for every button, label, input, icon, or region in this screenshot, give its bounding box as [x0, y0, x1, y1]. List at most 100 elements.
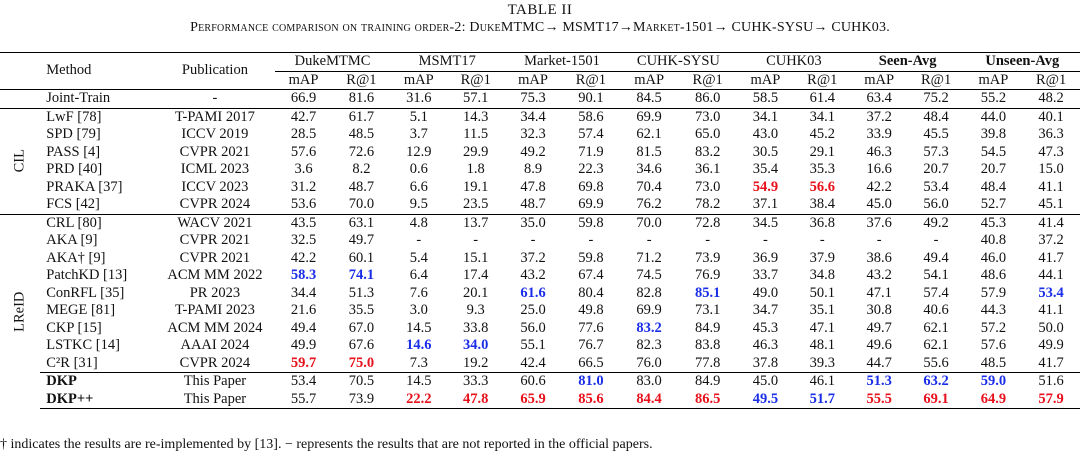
value-cell: 48.6 — [980, 267, 1007, 283]
value-cell: 35.0 — [504, 213, 562, 232]
value-cell: 43.2 — [866, 267, 892, 283]
method-cell: PRAKA [37] — [46, 178, 123, 195]
value-cell: 90.1 — [561, 89, 620, 108]
value-cell: 82.8 — [636, 284, 662, 301]
header-metric: R@1 — [692, 71, 723, 88]
value-cell: 41.7 — [1038, 249, 1064, 266]
value-cell: 45.3 — [752, 319, 779, 336]
value-cell: 72.6 — [348, 143, 375, 160]
publication-cell: ACM MM 2024 — [167, 319, 263, 336]
value-cell: 47.8 — [520, 178, 546, 195]
publication-cell: ICML 2023 — [180, 161, 250, 177]
value-cell: 48.5 — [980, 354, 1007, 371]
value-cell: 49.6 — [866, 337, 892, 353]
header-metric: R@1 — [920, 71, 952, 88]
value-cell: 15.0 — [1038, 161, 1064, 177]
value-cell: 6.6 — [409, 178, 428, 195]
value-cell: 40.6 — [923, 302, 949, 318]
table-row: CIL LwF [78] T-PAMI 2017 42.7 61.7 5.1 14.3 34.… — [0, 107, 1080, 214]
value-cell: 57.3 — [923, 143, 949, 160]
table-row: CKP [15] ACM MM 2024 49.4 67.0 14.5 33.8 56.0 7… — [0, 320, 1080, 338]
value-cell: 57.4 — [923, 284, 949, 301]
value-cell: 59.8 — [578, 249, 604, 266]
value-cell: 17.4 — [463, 267, 489, 283]
value-cell: 51.3 — [850, 372, 908, 391]
value-cell: 37.9 — [809, 249, 835, 266]
value-cell: 34.7 — [752, 302, 779, 318]
value-cell: 55.5 — [850, 390, 908, 409]
value-cell: 37.2 — [850, 107, 908, 126]
value-cell: 70.5 — [332, 372, 391, 391]
value-cell: 61.7 — [332, 107, 391, 126]
method-cell: FCS [42] — [46, 196, 100, 212]
value-cell: 20.7 — [923, 161, 949, 177]
value-cell: 77.8 — [694, 354, 721, 371]
value-cell: 84.4 — [619, 390, 679, 409]
value-cell: 56.6 — [809, 178, 835, 195]
value-cell: 57.6 — [980, 337, 1007, 353]
value-cell: 78.2 — [694, 196, 721, 212]
value-cell: 11.5 — [463, 126, 489, 142]
value-cell: 1.8 — [466, 161, 485, 177]
publication-cell: ICCV 2023 — [181, 178, 249, 195]
table-row: PatchKD [13] ACM MM 2022 58.3 74.1 6.4 17.4 43… — [0, 267, 1080, 285]
value-cell: 57.9 — [1022, 390, 1080, 409]
value-cell: - — [530, 232, 536, 248]
header-metric: mAP — [518, 71, 548, 88]
value-cell: 70.0 — [619, 213, 679, 232]
value-cell: 67.6 — [348, 337, 375, 353]
value-cell: 47.8 — [447, 390, 505, 409]
value-cell: 5.1 — [390, 107, 448, 126]
value-cell: 53.4 — [274, 372, 333, 391]
value-cell: 35.1 — [809, 302, 835, 318]
value-cell: 46.3 — [752, 337, 779, 353]
method-cell: LwF [78] — [40, 107, 156, 126]
value-cell: 74.5 — [636, 267, 662, 283]
value-cell: 37.2 — [1038, 232, 1064, 248]
value-cell: 67.4 — [578, 267, 604, 283]
metric-header-row: mAP R@1 mAP R@1 mAP R@1 mAP R@1 mAP R@1 mAP R@1 mAP R… — [0, 71, 1080, 90]
header-dataset: DukeMTMC — [274, 52, 391, 72]
value-cell: 58.6 — [561, 107, 620, 126]
value-cell: 6.4 — [409, 267, 428, 283]
value-cell: 44.0 — [964, 107, 1023, 126]
value-cell: 83.2 — [636, 319, 662, 336]
value-cell: 49.9 — [290, 337, 317, 353]
value-cell: 70.0 — [348, 196, 375, 212]
value-cell: 42.2 — [290, 249, 317, 266]
value-cell: 19.2 — [463, 354, 489, 371]
value-cell: 55.2 — [964, 89, 1023, 108]
publication-cell: ICCV 2019 — [181, 126, 249, 142]
value-cell: 56.0 — [923, 196, 949, 212]
value-cell: 33.3 — [447, 372, 505, 391]
value-cell: 41.1 — [1038, 178, 1064, 195]
value-cell: 62.1 — [923, 319, 949, 336]
value-cell: 62.1 — [923, 337, 949, 353]
header-metric: R@1 — [807, 71, 838, 88]
value-cell: 15.1 — [463, 249, 489, 266]
value-cell: 48.7 — [348, 178, 375, 195]
value-cell: 28.5 — [290, 126, 317, 142]
value-cell: 86.5 — [678, 390, 737, 409]
value-cell: 73.0 — [678, 107, 737, 126]
value-cell: 42.4 — [520, 354, 546, 371]
value-cell: 3.7 — [409, 126, 428, 142]
value-cell: 81.0 — [561, 372, 620, 391]
table-row: DKP This Paper 53.4 70.5 14.5 33.3 60.6 81.0 83.… — [0, 372, 1080, 391]
publication-cell: - — [155, 89, 275, 108]
value-cell: 49.8 — [578, 302, 604, 318]
value-cell: 32.5 — [290, 232, 317, 248]
value-cell: 57.6 — [290, 143, 317, 160]
value-cell: 84.5 — [619, 89, 679, 108]
value-cell: 63.4 — [850, 89, 908, 108]
value-cell: 31.6 — [390, 89, 448, 108]
value-cell: 59.8 — [561, 213, 620, 232]
value-cell: 34.8 — [809, 267, 835, 283]
value-cell: 81.5 — [636, 143, 662, 160]
value-cell: 35.3 — [809, 161, 835, 177]
value-cell: 55.7 — [274, 390, 333, 409]
table-row: SPD [79] ICCV 2019 28.5 48.5 3.7 11.5 32.3 57.4… — [0, 126, 1080, 144]
table-row: C²R [31] CVPR 2024 59.7 75.0 7.3 19.2 42.4 66.5… — [0, 355, 1080, 373]
value-cell: 29.9 — [463, 143, 489, 160]
group-label: LReID — [0, 213, 41, 409]
